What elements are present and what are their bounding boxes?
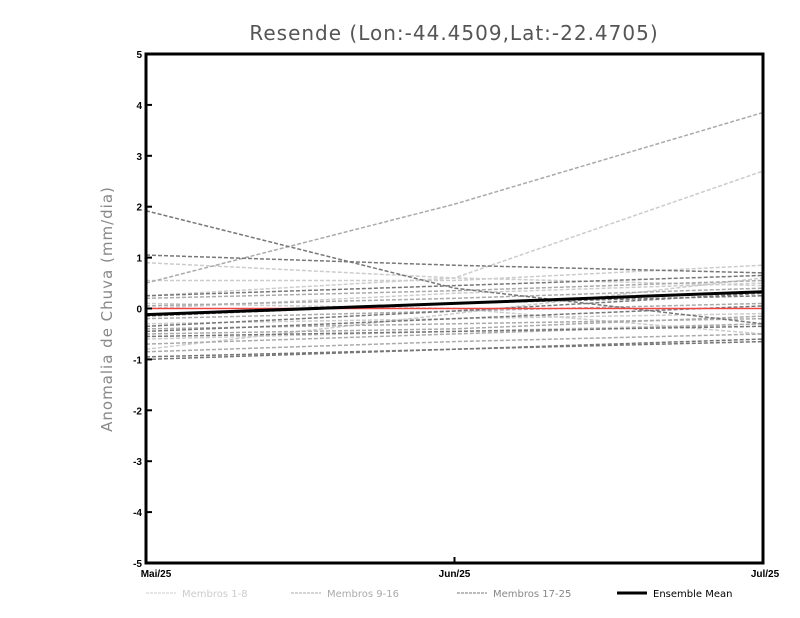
y-tick-label: -5 xyxy=(133,559,142,570)
member-line-18 xyxy=(145,254,764,274)
member-line-15 xyxy=(145,315,764,335)
member-line-12 xyxy=(145,323,764,345)
member-line-1 xyxy=(145,170,764,297)
legend-item-1: Membros 1-8 xyxy=(146,589,248,600)
legend-item-2: Membros 9-16 xyxy=(291,589,399,600)
chart-title: Resende (Lon:-44.4509,Lat:-22.4705) xyxy=(249,21,658,45)
y-tick-label: 2 xyxy=(136,203,142,214)
member-line-14 xyxy=(145,287,764,307)
member-line-25 xyxy=(145,305,764,333)
legend-label: Membros 17-25 xyxy=(493,589,571,600)
y-tick-label: 0 xyxy=(136,305,142,316)
x-tick-label: Mai/25 xyxy=(141,569,172,580)
legend-item-4: Ensemble Mean xyxy=(617,589,732,600)
member-line-21 xyxy=(145,325,764,338)
member-line-19 xyxy=(145,274,764,297)
legend-item-3: Membros 17-25 xyxy=(457,589,571,600)
ensemble-mean-line xyxy=(145,290,764,317)
y-tick-label: -1 xyxy=(133,355,142,366)
y-tick-label: -4 xyxy=(133,508,142,519)
member-line-24 xyxy=(145,338,764,361)
member-line-4 xyxy=(145,277,764,350)
x-tick-label: Jun/25 xyxy=(439,569,471,580)
y-tick-label: 3 xyxy=(136,152,142,163)
x-tick-label: Jul/25 xyxy=(751,569,780,580)
member-line-17 xyxy=(145,210,764,325)
y-tick-label: 4 xyxy=(136,101,142,112)
y-tick-label: -2 xyxy=(133,406,142,417)
y-tick-label: -3 xyxy=(133,457,142,468)
legend-label: Ensemble Mean xyxy=(653,589,732,600)
y-axis-label: Anomalia de Chuva (mm/dia) xyxy=(98,186,116,432)
member-line-3 xyxy=(146,264,764,282)
legend-label: Membros 1-8 xyxy=(182,589,248,600)
member-line-16 xyxy=(145,333,764,353)
member-line-22 xyxy=(145,292,764,328)
member-line-2 xyxy=(145,261,764,287)
y-tick-label: 1 xyxy=(136,254,142,265)
member-line-10 xyxy=(145,279,764,300)
member-line-9 xyxy=(145,111,764,284)
legend-label: Membros 9-16 xyxy=(327,589,399,600)
y-tick-label: 5 xyxy=(136,50,142,61)
